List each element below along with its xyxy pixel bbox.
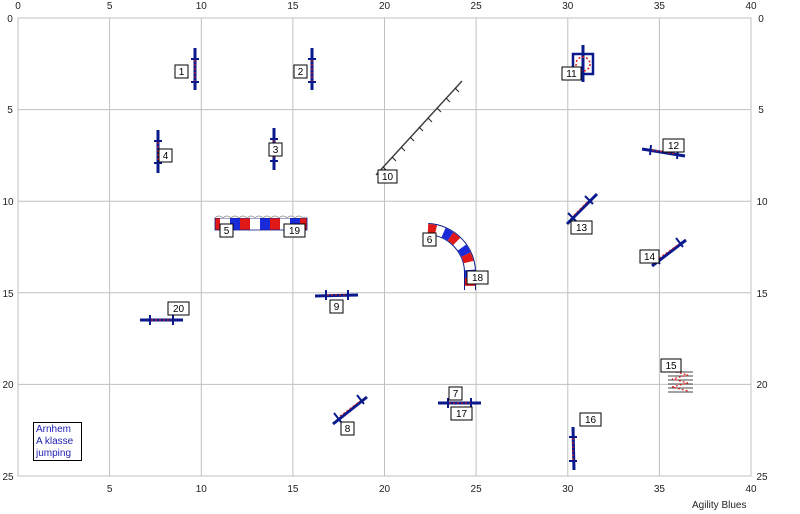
svg-text:15: 15 (665, 361, 677, 372)
label-10: 10 (377, 169, 398, 184)
y-tick: 15 (756, 289, 768, 300)
label-14: 14 (639, 249, 660, 264)
x-tick: 35 (654, 1, 666, 12)
svg-text:7: 7 (453, 389, 459, 400)
label-16: 16 (579, 412, 602, 427)
x-tick: 15 (287, 484, 299, 495)
svg-text:14: 14 (644, 252, 656, 263)
svg-text:1: 1 (179, 67, 185, 78)
jump-2 (308, 48, 316, 90)
y-tick: 0 (758, 14, 764, 25)
label-1: 1 (174, 64, 189, 79)
x-tick: 30 (562, 1, 574, 12)
label-13: 13 (570, 220, 593, 235)
svg-text:6: 6 (427, 235, 433, 246)
label-17: 17 (450, 406, 473, 421)
label-8: 8 (340, 421, 355, 436)
y-tick: 20 (2, 380, 14, 391)
tyre-11 (571, 45, 595, 82)
jump-9 (314, 290, 359, 300)
x-tick: 30 (562, 484, 574, 495)
svg-text:2: 2 (298, 67, 304, 78)
dogwalk-10 (375, 80, 463, 176)
label-5: 5 (219, 223, 234, 238)
y-tick: 25 (756, 472, 768, 483)
brand-label: Agility Blues (692, 500, 747, 511)
svg-text:4: 4 (163, 151, 169, 162)
label-11: 11 (561, 66, 582, 81)
x-tick: 5 (107, 1, 113, 12)
svg-text:9: 9 (334, 302, 340, 313)
x-tick: 35 (654, 484, 666, 495)
x-tick: 20 (379, 1, 391, 12)
y-tick: 10 (756, 197, 768, 208)
svg-text:10: 10 (382, 172, 394, 183)
svg-text:18: 18 (472, 273, 484, 284)
svg-text:13: 13 (576, 223, 588, 234)
y-axis-left: 0 5 10 15 20 25 (2, 14, 14, 483)
svg-text:5: 5 (224, 226, 230, 237)
x-tick: 0 (15, 1, 21, 12)
jump-7-17 (438, 398, 481, 408)
grid (18, 18, 751, 476)
label-20: 20 (167, 301, 190, 316)
jump-20 (140, 315, 183, 325)
y-tick: 5 (758, 105, 764, 116)
x-tick: 20 (379, 484, 391, 495)
course-type: jumping (36, 448, 72, 459)
x-tick: 5 (107, 484, 113, 495)
y-axis-right: 0 5 10 15 20 25 (756, 14, 768, 483)
jump-1 (191, 48, 199, 90)
y-tick: 15 (2, 289, 14, 300)
label-2: 2 (293, 64, 308, 79)
x-tick: 10 (196, 1, 208, 12)
svg-text:8: 8 (345, 424, 351, 435)
label-15: 15 (660, 358, 682, 373)
x-axis-top: 0 5 10 15 20 25 30 35 40 (15, 1, 757, 12)
label-19: 19 (283, 223, 306, 238)
svg-text:19: 19 (289, 226, 301, 237)
svg-text:3: 3 (273, 145, 279, 156)
jump-13 (565, 192, 599, 226)
svg-text:17: 17 (456, 409, 468, 420)
label-3: 3 (268, 142, 283, 157)
course-class: A klasse (36, 436, 74, 447)
y-tick: 5 (7, 105, 13, 116)
y-tick: 0 (7, 14, 13, 25)
svg-text:16: 16 (585, 415, 597, 426)
label-6: 6 (422, 232, 437, 247)
jump-8 (332, 394, 368, 426)
label-4: 4 (158, 148, 173, 163)
label-7: 7 (448, 386, 463, 401)
y-tick: 10 (2, 197, 14, 208)
x-tick: 10 (196, 484, 208, 495)
x-tick: 25 (471, 484, 483, 495)
weave-15 (668, 370, 693, 393)
jump-4 (154, 130, 162, 173)
label-12: 12 (662, 138, 685, 153)
x-tick: 40 (745, 484, 757, 495)
svg-text:12: 12 (668, 141, 680, 152)
svg-text:11: 11 (566, 69, 577, 80)
y-tick: 25 (2, 472, 14, 483)
label-18: 18 (466, 270, 489, 285)
x-axis-bottom: 5 10 15 20 25 30 35 40 (107, 484, 757, 495)
x-tick: 15 (287, 1, 299, 12)
svg-text:20: 20 (173, 304, 185, 315)
jump-16 (569, 426, 577, 471)
y-tick: 20 (756, 380, 768, 391)
label-9: 9 (329, 299, 344, 314)
course-info-box: Arnhem A klasse jumping (33, 422, 82, 461)
course-place: Arnhem (36, 424, 72, 435)
x-tick: 40 (745, 1, 757, 12)
x-tick: 25 (471, 1, 483, 12)
